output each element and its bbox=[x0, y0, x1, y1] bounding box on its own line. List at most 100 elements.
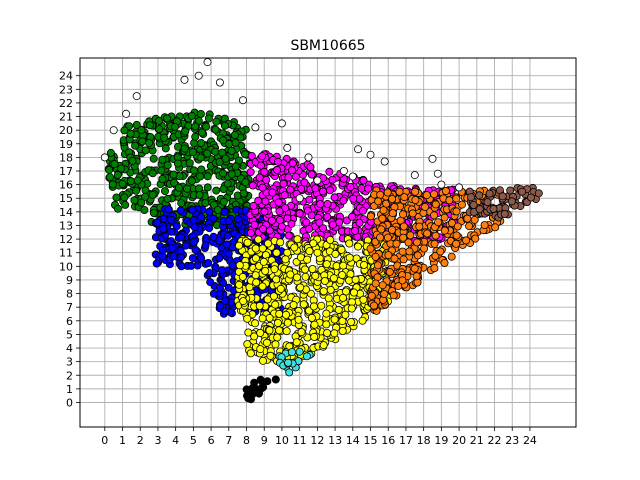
data-point bbox=[174, 183, 183, 192]
y-tick-label: 0 bbox=[66, 396, 73, 409]
data-point bbox=[331, 249, 340, 258]
data-point bbox=[141, 146, 150, 155]
data-point bbox=[306, 162, 315, 171]
data-point bbox=[250, 378, 259, 387]
data-point bbox=[385, 267, 394, 276]
data-point bbox=[196, 153, 205, 162]
data-point bbox=[161, 144, 170, 153]
data-point bbox=[177, 233, 186, 242]
data-point bbox=[120, 126, 129, 135]
data-point bbox=[177, 199, 186, 208]
data-point bbox=[319, 224, 328, 233]
data-point bbox=[412, 238, 421, 247]
data-point bbox=[359, 260, 368, 269]
outlier-point bbox=[313, 176, 322, 185]
data-point bbox=[158, 155, 167, 164]
data-point bbox=[182, 184, 191, 193]
data-point bbox=[275, 326, 284, 335]
data-point bbox=[224, 216, 233, 225]
data-point bbox=[243, 391, 252, 400]
data-point bbox=[295, 347, 304, 356]
data-point bbox=[280, 191, 289, 200]
data-point bbox=[157, 166, 166, 175]
data-point bbox=[137, 126, 146, 135]
data-point bbox=[279, 179, 288, 188]
y-tick-label: 18 bbox=[59, 151, 73, 164]
data-point bbox=[250, 220, 259, 229]
data-point bbox=[258, 244, 267, 253]
data-point bbox=[204, 258, 213, 267]
x-tick-label: 1 bbox=[119, 434, 126, 447]
data-point bbox=[221, 154, 230, 163]
data-point bbox=[187, 177, 196, 186]
data-point bbox=[334, 305, 343, 314]
data-point bbox=[411, 187, 420, 196]
data-point bbox=[300, 265, 309, 274]
data-point bbox=[389, 291, 398, 300]
data-point bbox=[215, 157, 224, 166]
x-tick-label: 24 bbox=[523, 434, 537, 447]
data-point bbox=[219, 185, 228, 194]
data-point bbox=[355, 218, 364, 227]
data-point bbox=[126, 129, 135, 138]
x-tick-label: 10 bbox=[275, 434, 289, 447]
data-point bbox=[187, 111, 196, 120]
data-point bbox=[371, 279, 380, 288]
data-point bbox=[303, 255, 312, 264]
data-point bbox=[265, 326, 274, 335]
y-tick-label: 24 bbox=[59, 70, 73, 83]
data-point bbox=[205, 207, 214, 216]
data-point bbox=[395, 187, 404, 196]
data-point bbox=[273, 157, 282, 166]
x-tick-label: 22 bbox=[488, 434, 502, 447]
data-point bbox=[256, 161, 265, 170]
data-point bbox=[297, 328, 306, 337]
data-point bbox=[177, 262, 186, 271]
data-point bbox=[319, 287, 328, 296]
data-point bbox=[379, 206, 388, 215]
data-point bbox=[195, 190, 204, 199]
data-point bbox=[197, 254, 206, 263]
data-point bbox=[203, 149, 212, 158]
data-point bbox=[276, 238, 285, 247]
data-point bbox=[234, 241, 243, 250]
data-point bbox=[322, 320, 331, 329]
data-point bbox=[367, 291, 376, 300]
data-point bbox=[325, 186, 334, 195]
data-point bbox=[287, 219, 296, 228]
data-point bbox=[159, 214, 168, 223]
x-tick-label: 18 bbox=[417, 434, 431, 447]
data-point bbox=[203, 183, 212, 192]
data-point bbox=[283, 248, 292, 257]
data-point bbox=[242, 385, 251, 394]
x-tick-label: 17 bbox=[399, 434, 413, 447]
data-point bbox=[251, 319, 260, 328]
data-point bbox=[271, 375, 280, 384]
outlier-point bbox=[215, 78, 224, 87]
data-point bbox=[266, 351, 275, 360]
data-point bbox=[348, 212, 357, 221]
data-point bbox=[243, 314, 252, 323]
data-point bbox=[346, 270, 355, 279]
data-point bbox=[291, 172, 300, 181]
data-point bbox=[191, 245, 200, 254]
x-tick-label: 13 bbox=[328, 434, 342, 447]
data-point bbox=[286, 270, 295, 279]
data-point bbox=[388, 209, 397, 218]
outlier-point bbox=[437, 180, 446, 189]
data-point bbox=[238, 272, 247, 281]
plot-frame bbox=[79, 57, 577, 428]
data-point bbox=[447, 252, 456, 261]
data-point bbox=[270, 265, 279, 274]
data-point bbox=[281, 310, 290, 319]
outlier-point bbox=[122, 109, 131, 118]
data-point bbox=[272, 275, 281, 284]
data-point bbox=[518, 187, 527, 196]
data-point bbox=[345, 276, 354, 285]
data-point bbox=[378, 281, 387, 290]
data-point bbox=[309, 239, 318, 248]
y-tick-label: 21 bbox=[59, 111, 73, 124]
data-point bbox=[113, 170, 122, 179]
x-tick-label: 9 bbox=[261, 434, 268, 447]
data-point bbox=[308, 264, 317, 273]
